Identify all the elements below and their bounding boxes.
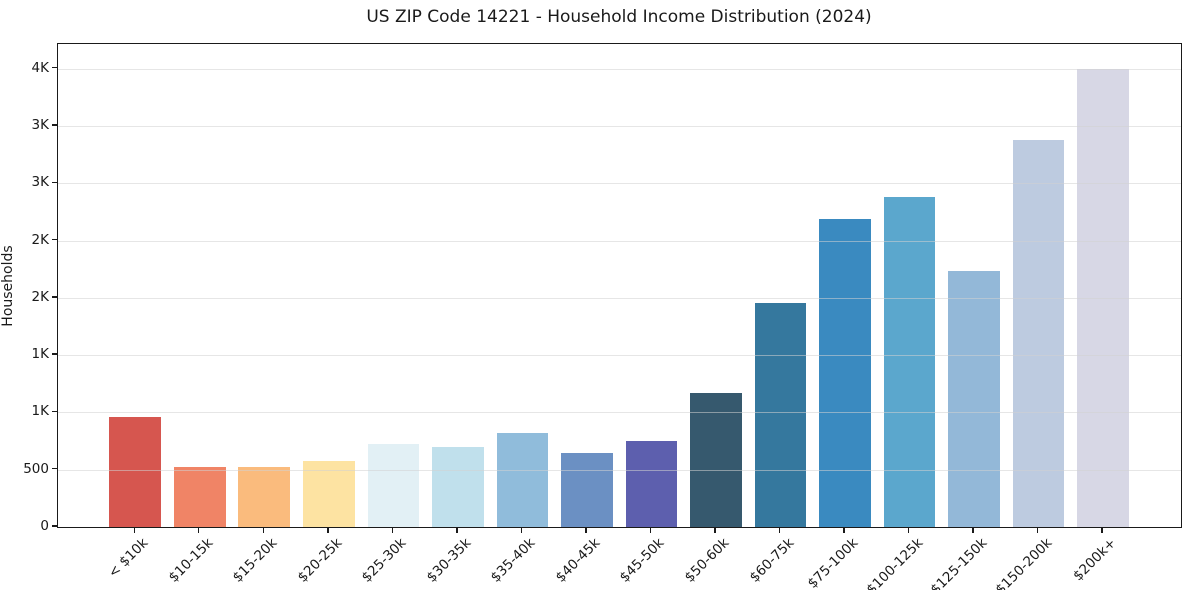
bar-25-30k xyxy=(367,443,420,527)
x-tick-label-7: $35-40k xyxy=(488,535,539,586)
gridline-1000 xyxy=(58,412,1181,414)
x-tick-label-10: $50-60k xyxy=(681,535,733,586)
gridline-500 xyxy=(58,469,1181,471)
y-tick-mark xyxy=(52,238,57,241)
x-tick-mark xyxy=(843,527,845,533)
x-tick-label-12: $75-100k xyxy=(804,535,862,590)
bar-100-125k xyxy=(883,197,936,527)
y-tick-label-500: 500 xyxy=(23,460,49,477)
x-tick-mark xyxy=(907,527,910,533)
gridline-4000 xyxy=(58,68,1181,70)
x-tick-mark xyxy=(327,527,329,533)
y-tick-mark xyxy=(52,468,57,470)
x-tick-mark xyxy=(198,527,200,533)
y-tick-mark xyxy=(52,353,57,355)
y-tick-mark xyxy=(52,66,57,69)
bar-40-45k xyxy=(561,453,613,527)
x-tick-mark xyxy=(391,527,394,533)
bar-45-50k xyxy=(625,440,678,527)
y-tick-label-3500: 3K xyxy=(31,116,49,133)
x-tick-mark xyxy=(585,527,587,533)
y-tick-label-2000: 2K xyxy=(31,288,49,305)
x-tick-label-4: $20-25k xyxy=(294,535,346,586)
bar-15-20k xyxy=(238,467,291,527)
x-tick-label-8: $40-45k xyxy=(552,535,604,586)
y-tick-mark xyxy=(52,296,57,298)
y-tick-mark xyxy=(52,181,57,183)
x-tick-label-2: $10-15k xyxy=(165,535,217,586)
x-tick-label-14: $125-150k xyxy=(927,535,991,590)
gridline-3000 xyxy=(58,183,1181,185)
x-tick-label-16: $200k+ xyxy=(1070,535,1120,585)
x-tick-mark xyxy=(649,527,652,533)
gridline-3500 xyxy=(58,125,1181,127)
gridline-2000 xyxy=(58,297,1181,299)
y-tick-mark xyxy=(52,525,57,527)
x-tick-label-9: $45-50k xyxy=(617,535,668,586)
bar-125-150k xyxy=(948,271,1000,527)
bar-75-100k xyxy=(819,218,871,527)
plot-area xyxy=(57,43,1182,528)
x-tick-label-6: $30-35k xyxy=(423,535,475,586)
y-tick-label-4000: 4K xyxy=(31,59,49,76)
x-tick-mark xyxy=(714,527,716,533)
x-tick-mark xyxy=(262,527,264,533)
bar-10k xyxy=(109,417,162,527)
y-tick-label-3000: 3K xyxy=(31,174,49,191)
x-tick-label-1: < $10k xyxy=(105,535,152,582)
x-tick-mark xyxy=(972,527,974,533)
y-tick-mark xyxy=(52,410,57,413)
x-tick-mark xyxy=(520,527,523,533)
y-tick-label-0: 0 xyxy=(40,518,49,534)
x-tick-mark xyxy=(778,527,781,533)
x-tick-label-3: $15-20k xyxy=(229,535,281,586)
bar-20-25k xyxy=(303,461,355,527)
x-tick-mark xyxy=(1036,527,1039,533)
gridline-2500 xyxy=(58,240,1181,242)
bar-150-200k xyxy=(1012,139,1065,527)
chart-title: US ZIP Code 14221 - Household Income Dis… xyxy=(366,7,872,27)
bar-60-75k xyxy=(754,303,807,527)
bar-10-15k xyxy=(173,467,226,527)
x-tick-mark xyxy=(1101,527,1103,533)
x-tick-mark xyxy=(133,527,135,533)
bar-35-40k xyxy=(496,433,549,527)
y-tick-mark xyxy=(52,124,57,126)
y-tick-label-1500: 1K xyxy=(31,346,49,363)
bar-30-35k xyxy=(432,447,484,527)
x-tick-label-11: $60-75k xyxy=(746,535,797,586)
x-tick-label-13: $100-125k xyxy=(863,535,926,590)
x-tick-mark xyxy=(456,527,458,533)
x-tick-label-5: $25-30k xyxy=(359,535,410,586)
gridline-1500 xyxy=(58,355,1181,357)
x-tick-label-15: $150-200k xyxy=(992,535,1055,590)
bar-50-60k xyxy=(690,393,742,527)
y-tick-label-2500: 2K xyxy=(31,231,49,248)
y-tick-label-1000: 1K xyxy=(31,403,49,420)
